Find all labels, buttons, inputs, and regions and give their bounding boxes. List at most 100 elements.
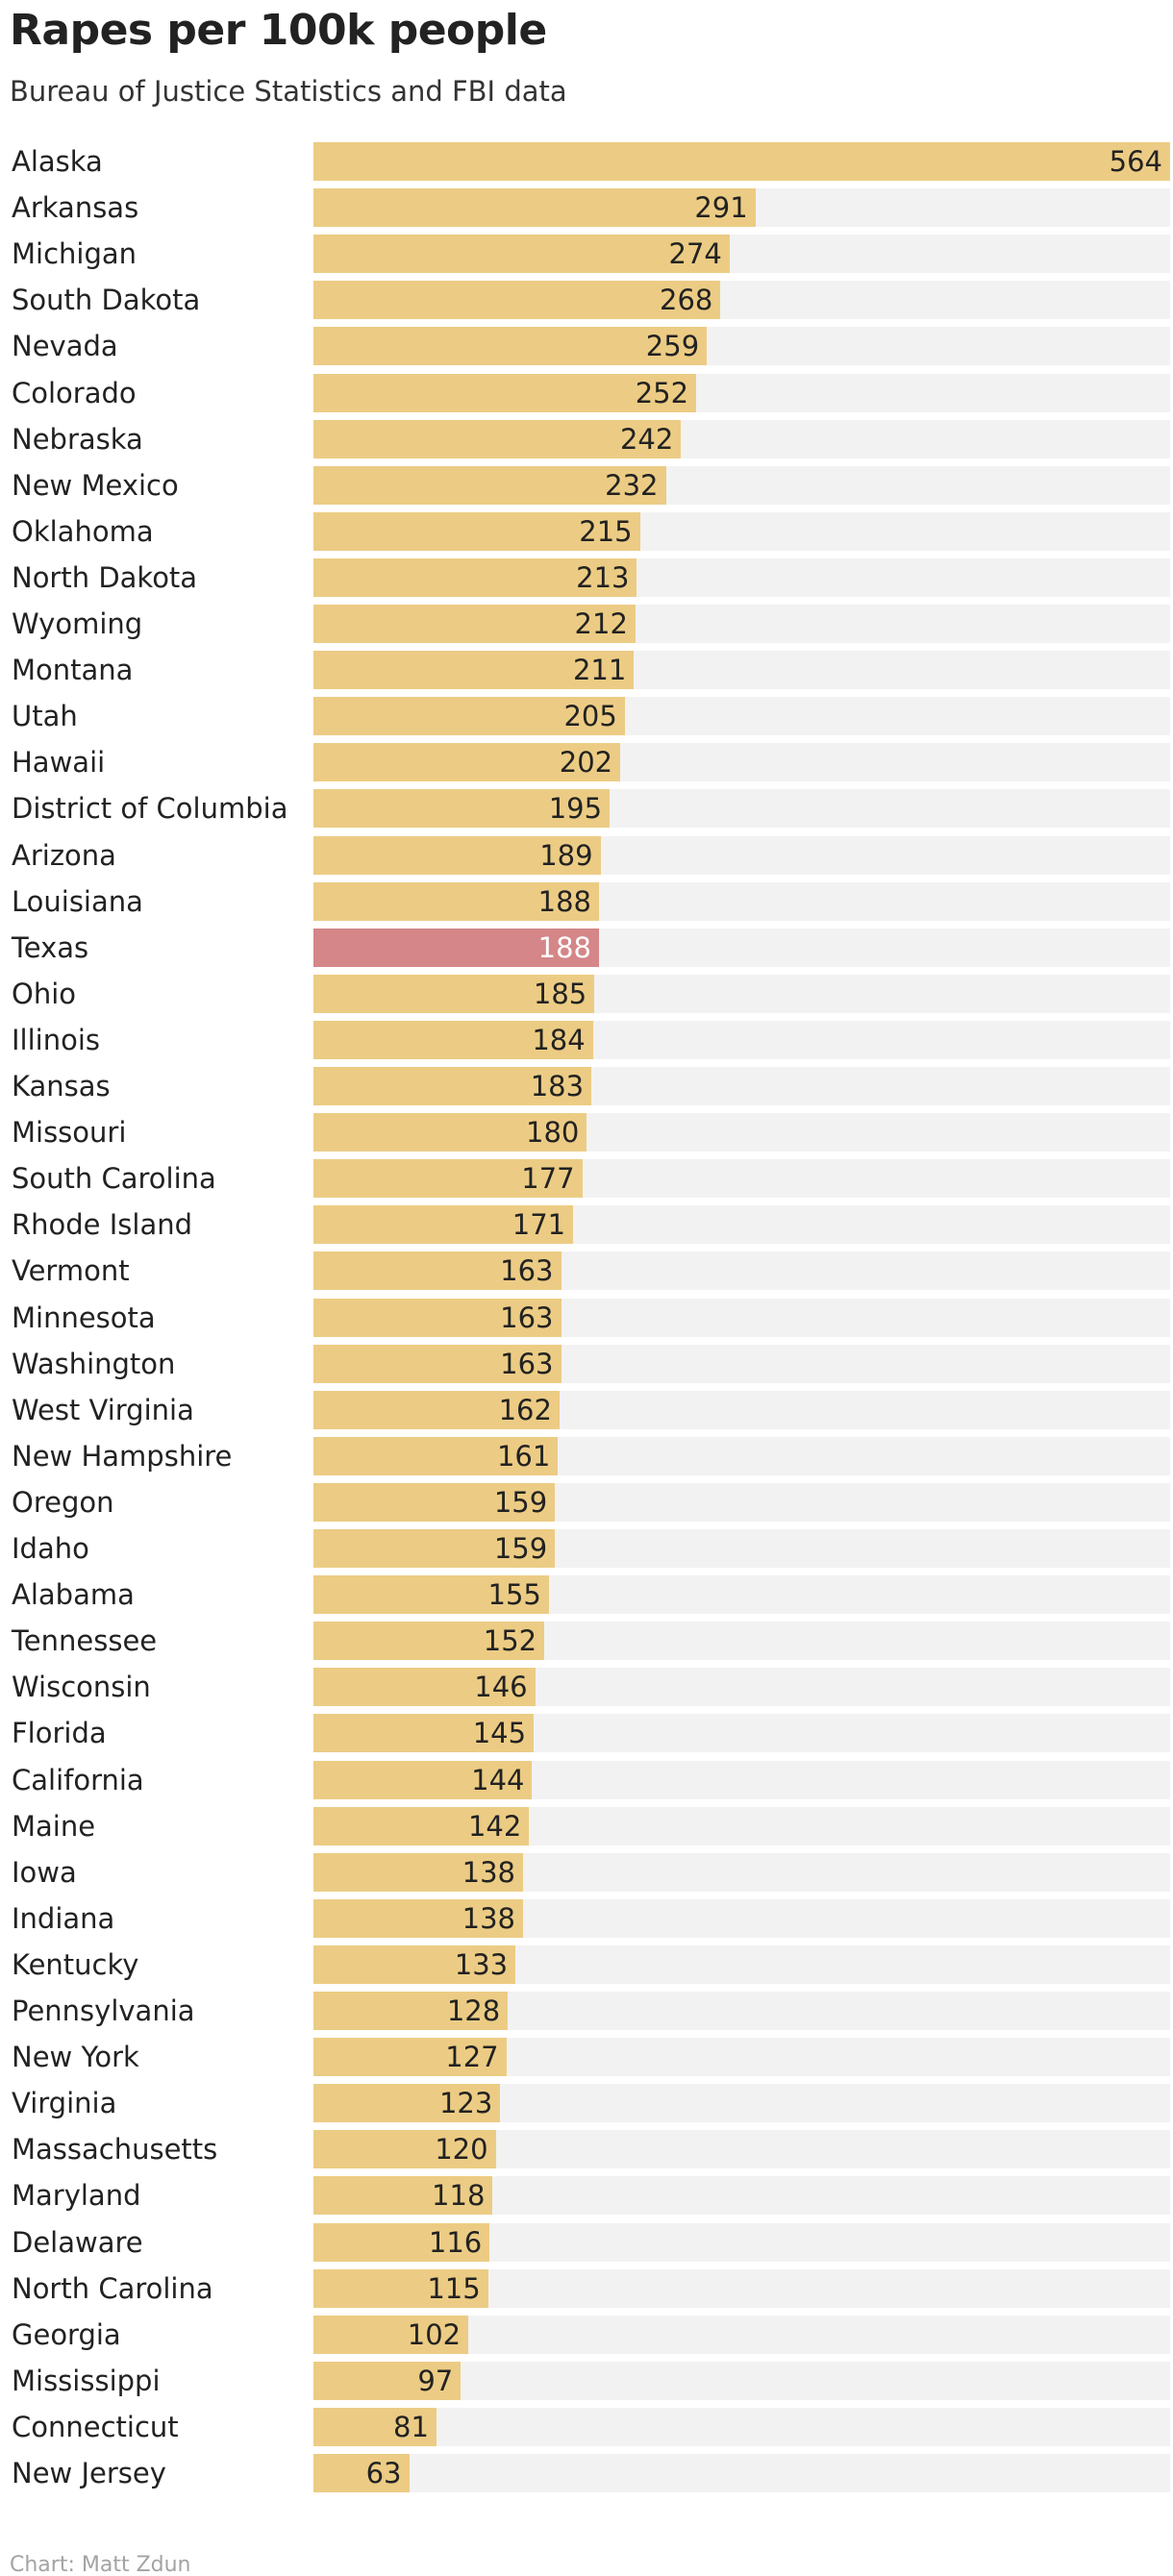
bar-track: 189 <box>313 835 1170 875</box>
bar-track: 242 <box>313 419 1170 458</box>
bar: 274 <box>313 235 730 274</box>
bar: 268 <box>313 281 721 320</box>
bar-row: Hawaii 202 <box>0 743 1173 782</box>
bar-value-label: 145 <box>472 1717 527 1750</box>
bar-row: Minnesota 163 <box>0 1298 1173 1337</box>
bar-row: Alaska 564 <box>0 142 1173 181</box>
bar-row: Colorado 252 <box>0 373 1173 412</box>
bar: 97 <box>313 2361 462 2400</box>
category-label: North Dakota <box>12 560 198 594</box>
bar-track: 213 <box>313 557 1170 597</box>
category-label: West Virginia <box>12 1393 194 1426</box>
bar-track: 133 <box>313 1944 1170 1984</box>
bar-value-label: 162 <box>498 1393 552 1426</box>
bar-track: 268 <box>313 281 1170 320</box>
bar-value-label: 118 <box>432 2179 486 2213</box>
bar-value-label: 138 <box>462 1901 515 1935</box>
bar-track: 205 <box>313 697 1170 736</box>
bar: 118 <box>313 2176 493 2216</box>
bar-row: Nevada 259 <box>0 327 1173 366</box>
bar-track: 274 <box>313 235 1170 274</box>
bar-row: District of Columbia 195 <box>0 789 1173 829</box>
bar: 145 <box>313 1714 535 1753</box>
category-label: Wyoming <box>12 607 143 640</box>
bar-track: 195 <box>313 789 1170 829</box>
category-label: Montana <box>12 654 134 687</box>
category-label: Illinois <box>12 1023 101 1056</box>
bar-value-label: 63 <box>365 2457 402 2489</box>
bar-track: 138 <box>313 1898 1170 1938</box>
bar-track: 215 <box>313 511 1170 551</box>
bar-value-label: 81 <box>393 2410 429 2443</box>
bar-track: 185 <box>313 974 1170 1013</box>
bar: 162 <box>313 1390 560 1429</box>
bar: 195 <box>313 789 611 829</box>
bar-track: 120 <box>313 2130 1170 2169</box>
bar: 115 <box>313 2268 488 2308</box>
bar-value-label: 188 <box>537 884 591 918</box>
bar-value-label: 138 <box>462 1855 515 1889</box>
category-label: Rhode Island <box>12 1208 193 1242</box>
category-label: Idaho <box>12 1532 89 1565</box>
category-label: Colorado <box>12 376 137 409</box>
bar: 188 <box>313 881 599 921</box>
category-label: Virginia <box>12 2087 117 2120</box>
bar-value-label: 205 <box>563 700 617 733</box>
bar: 212 <box>313 605 636 643</box>
bar: 291 <box>313 188 756 228</box>
bar-value-label: 177 <box>521 1162 575 1196</box>
category-label: Connecticut <box>12 2410 179 2443</box>
bar-value-label: 252 <box>635 376 689 409</box>
category-label: Arizona <box>12 838 116 872</box>
bar-row: New York 127 <box>0 2038 1173 2077</box>
bar-track: 211 <box>313 651 1170 690</box>
category-label: Massachusetts <box>12 2133 218 2167</box>
category-label: South Carolina <box>12 1162 216 1196</box>
category-label: New Hampshire <box>12 1439 233 1473</box>
bar-track: 177 <box>313 1159 1170 1199</box>
bar-row: Montana 211 <box>0 651 1173 690</box>
bar-value-label: 163 <box>500 1254 554 1288</box>
bar-row: New Jersey 63 <box>0 2454 1173 2492</box>
bar-track: 564 <box>313 142 1170 181</box>
category-label: North Carolina <box>12 2271 213 2305</box>
bar: 188 <box>313 928 599 967</box>
bar-row: Rhode Island 171 <box>0 1205 1173 1245</box>
category-label: Utah <box>12 700 78 733</box>
bar-track: 123 <box>313 2084 1170 2123</box>
category-label: Michigan <box>12 237 137 271</box>
bar: 155 <box>313 1575 549 1615</box>
chart-subtitle: Bureau of Justice Statistics and FBI dat… <box>10 75 567 108</box>
bar-value-label: 146 <box>474 1671 528 1704</box>
bar-row: North Carolina 115 <box>0 2268 1173 2308</box>
bar: 133 <box>313 1944 516 1984</box>
bar-row: Ohio 185 <box>0 974 1173 1013</box>
category-label: Louisiana <box>12 884 143 918</box>
bar-track: 162 <box>313 1390 1170 1429</box>
bar-row: Wisconsin 146 <box>0 1668 1173 1707</box>
bar-track: 97 <box>313 2361 1170 2400</box>
category-label: Ohio <box>12 977 77 1010</box>
bar-track: 163 <box>313 1251 1170 1291</box>
bar-value-label: 97 <box>417 2364 454 2397</box>
category-label: District of Columbia <box>12 792 288 826</box>
bar: 127 <box>313 2038 507 2077</box>
bar-row: Nebraska 242 <box>0 419 1173 458</box>
bar-value-label: 183 <box>530 1070 585 1102</box>
category-label: Nebraska <box>12 422 143 456</box>
bar-value-label: 127 <box>445 2041 499 2074</box>
bar: 146 <box>313 1668 536 1707</box>
bar-track: 142 <box>313 1806 1170 1845</box>
bar-track: 155 <box>313 1575 1170 1615</box>
category-label: Pennsylvania <box>12 1994 195 2027</box>
category-label: California <box>12 1763 144 1796</box>
bar-row: Mississippi 97 <box>0 2361 1173 2400</box>
category-label: Maryland <box>12 2179 141 2213</box>
bar: 215 <box>313 511 640 551</box>
category-label: Kansas <box>12 1070 111 1102</box>
bar-track: 171 <box>313 1205 1170 1245</box>
bar-track: 188 <box>313 928 1170 967</box>
bar-row: Vermont 163 <box>0 1251 1173 1291</box>
bar-track: 184 <box>313 1020 1170 1059</box>
bar-value-label: 116 <box>428 2225 483 2259</box>
